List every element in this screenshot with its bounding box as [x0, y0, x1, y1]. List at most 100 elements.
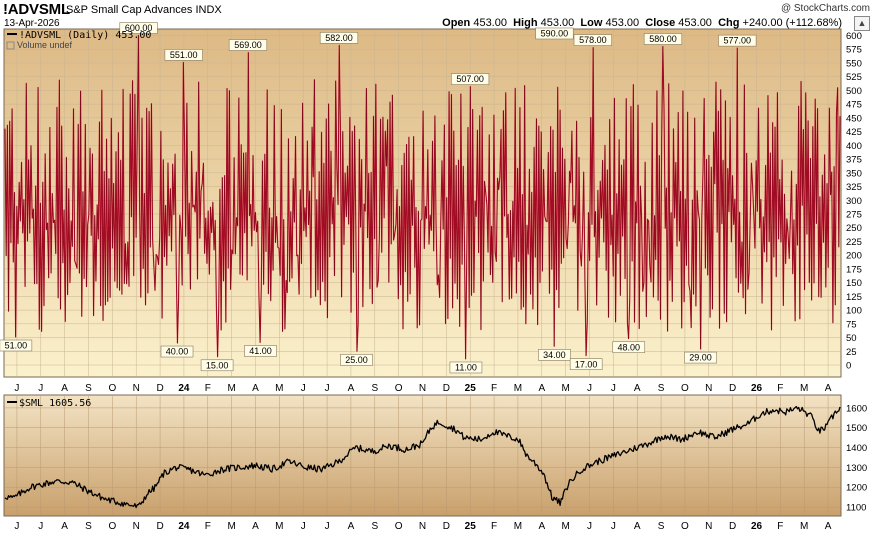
chart-symbol: !ADVSML — [3, 1, 70, 18]
annotation-box — [569, 358, 603, 370]
annotation-box — [160, 345, 194, 358]
chg-value: +240.00 (+112.68%) — [742, 17, 842, 29]
sml-x-tick-label: F — [777, 521, 783, 532]
advsml-x-tick-label: F — [205, 383, 211, 394]
sml-x-tick-label: D — [443, 521, 450, 532]
sml-y-tick-label: 1300 — [846, 463, 867, 474]
annotation-label: 507.00 — [456, 74, 484, 84]
sml-x-tick-label: N — [705, 521, 712, 532]
sml-x-tick-label: N — [419, 521, 426, 532]
sml-y-tick-label: 1200 — [846, 483, 867, 494]
watermark[interactable]: @ StockCharts.com — [780, 3, 870, 14]
advsml-dark-line — [4, 35, 841, 360]
advsml-y-tick-label: 100 — [846, 306, 862, 317]
sml-x-tick-label: N — [133, 521, 140, 532]
up-arrow-icon[interactable]: ▲ — [854, 16, 870, 31]
advsml-y-tick-label: 225 — [846, 237, 862, 248]
sml-x-tick-label: A — [825, 521, 832, 532]
volume-legend: Volume undef — [17, 40, 73, 50]
annotation-box — [684, 351, 717, 364]
annotation-label: 590.00 — [541, 29, 569, 39]
advsml-y-tick-label: 250 — [846, 223, 862, 234]
sml-y-tick-label: 1500 — [846, 423, 867, 434]
sml-x-tick-label: M — [561, 521, 569, 532]
annotation-label: 34.00 — [543, 350, 566, 360]
open-label: Open — [442, 17, 471, 29]
sml-line — [4, 405, 841, 509]
sml-y-tick-label: 1400 — [846, 443, 867, 454]
annotation-label: 51.00 — [5, 341, 28, 351]
annotation-label: 577.00 — [724, 36, 752, 46]
sml-x-tick-label: A — [252, 521, 259, 532]
annotation-box — [449, 361, 483, 374]
sml-x-tick-label: 24 — [178, 521, 190, 532]
annotation-box — [535, 27, 574, 40]
annotation-box — [538, 349, 571, 361]
ohlc-readout: Open 453.00 High 453.00 Low 453.00 Close… — [442, 17, 842, 29]
advsml-y-tick-label: 275 — [846, 209, 862, 220]
sml-x-tick-label: A — [348, 521, 355, 532]
annotation-label: 29.00 — [689, 353, 712, 363]
annotation-label: 551.00 — [170, 50, 198, 60]
advsml-x-tick-label: O — [681, 383, 689, 394]
advsml-x-tick-label: M — [800, 383, 808, 394]
annotation-label: 25.00 — [345, 355, 368, 365]
annotation-label: 578.00 — [579, 35, 607, 45]
advsml-series — [4, 34, 841, 360]
advsml-y-tick-label: 525 — [846, 72, 862, 83]
chart-date: 13-Apr-2026 — [4, 18, 60, 29]
advsml-x-tick-label: 24 — [178, 383, 190, 394]
advsml-y-tick-label: 500 — [846, 86, 862, 97]
advsml-x-tick-label: J — [587, 383, 592, 394]
high-label: High — [513, 17, 538, 29]
sml-legend-title: $SML 1605.56 — [19, 398, 91, 409]
advsml-y-tick-label: 475 — [846, 100, 862, 111]
advsml-x-tick-label: D — [443, 383, 450, 394]
sml-x-tick-label: 25 — [465, 521, 477, 532]
advsml-x-ticks: J J A S O N D 24 F M A M J J A S O N D 25 F M A M J J A S O N D 26 F M A — [14, 383, 831, 394]
annotation-label: 15.00 — [206, 360, 229, 370]
annotation-label: 11.00 — [455, 363, 477, 373]
advsml-x-tick-label: J — [14, 383, 19, 394]
sml-x-tick-label: J — [38, 521, 43, 532]
annotation-box — [0, 339, 33, 352]
annotation-box — [612, 341, 646, 353]
advsml-x-tick-label: M — [514, 383, 522, 394]
annotation-label: 582.00 — [325, 33, 353, 43]
advsml-y-tick-label: 575 — [846, 45, 862, 56]
advsml-y-tick-label: 600 — [846, 31, 862, 42]
annotation-box — [450, 73, 490, 85]
low-label: Low — [580, 17, 603, 29]
sml-x-tick-label: S — [371, 521, 378, 532]
advsml-x-tick-label: M — [275, 383, 283, 394]
sml-x-tick-label: D — [729, 521, 736, 532]
advsml-y-tick-label: 75 — [846, 319, 857, 330]
advsml-y-tick-label: 550 — [846, 58, 862, 69]
sml-x-tick-label: F — [205, 521, 211, 532]
advsml-x-tick-label: M — [227, 383, 235, 394]
advsml-x-tick-label: N — [705, 383, 712, 394]
advsml-x-tick-label: N — [133, 383, 140, 394]
annotation-box — [340, 353, 373, 366]
advsml-legend-swatch — [7, 33, 17, 35]
exchange-label: INDX — [195, 4, 222, 16]
advsml-x-tick-label: J — [325, 383, 330, 394]
sml-x-tick-label: S — [85, 521, 92, 532]
advsml-y-tick-label: 150 — [846, 278, 862, 289]
sml-y-ticks: 1100 1200 1300 1400 1500 1600 — [846, 403, 867, 513]
open-value: 453.00 — [473, 17, 507, 29]
annotation-box — [643, 33, 683, 45]
advsml-x-tick-label: 26 — [751, 383, 763, 394]
sml-legend-swatch — [7, 401, 17, 403]
annotation-box — [228, 39, 268, 51]
sml-x-tick-label: 26 — [751, 521, 763, 532]
advsml-x-tick-label: A — [825, 383, 832, 394]
symbol-name: S&P Small Cap Advances — [66, 4, 193, 16]
advsml-y-tick-label: 0 — [846, 361, 851, 372]
sml-x-tick-label: M — [275, 521, 283, 532]
sml-x-tick-label: M — [800, 521, 808, 532]
advsml-x-tick-label: D — [729, 383, 736, 394]
advsml-x-tick-label: S — [658, 383, 665, 394]
sml-series — [4, 405, 841, 509]
sml-x-tick-label: J — [611, 521, 616, 532]
